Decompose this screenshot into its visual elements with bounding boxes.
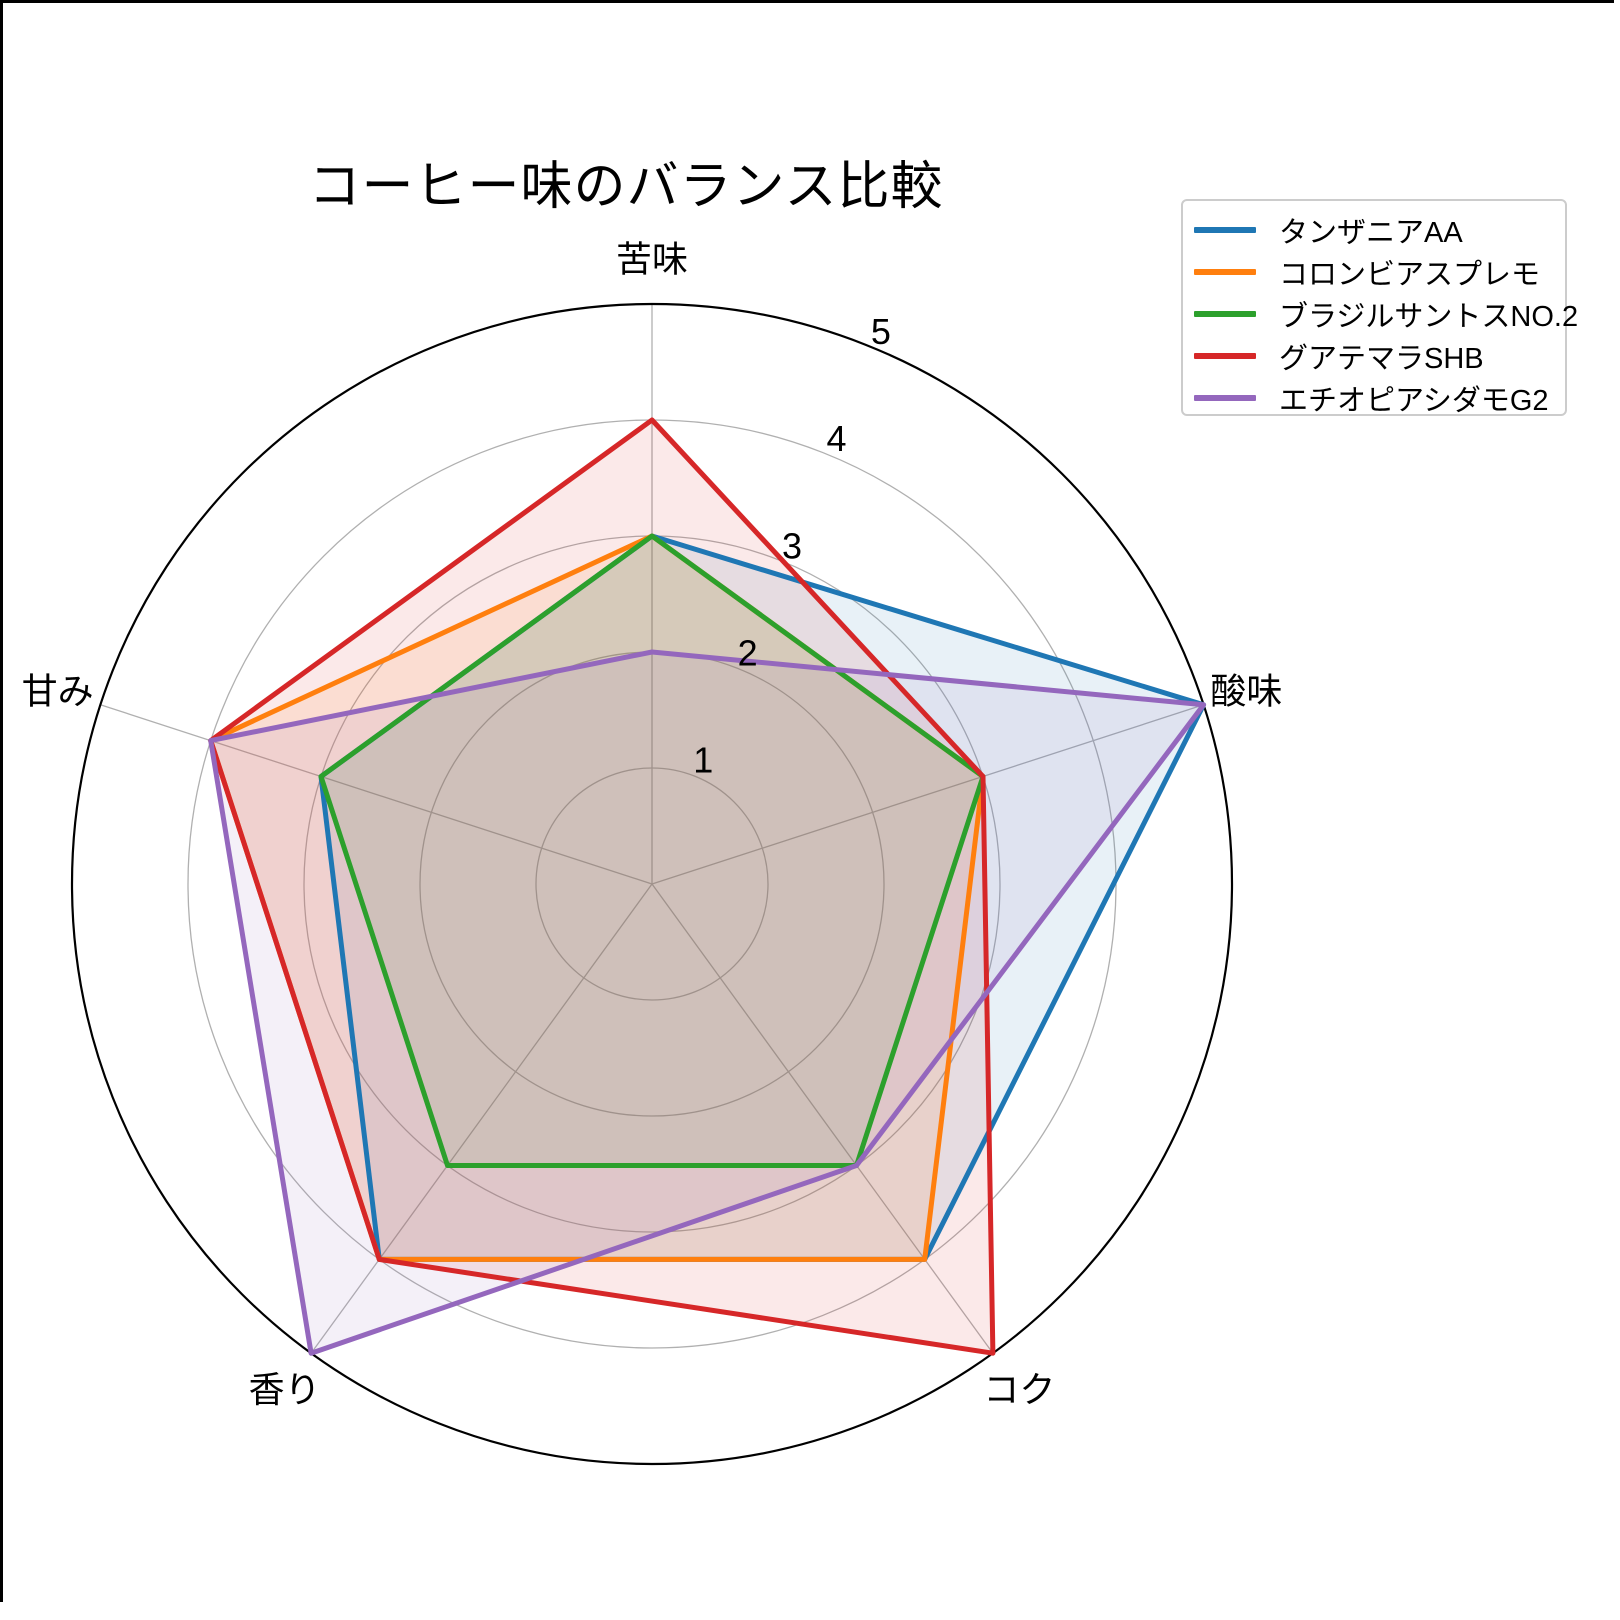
radial-tick-label: 4 [826,418,846,459]
axis-label-0: 苦味 [616,239,688,280]
radar-spoke [651,883,994,1354]
legend-label-4: エチオピアシダモG2 [1279,385,1549,417]
legend-swatch-4 [1194,395,1256,401]
frame-border-left [0,0,3,1602]
legend-swatch-3 [1194,353,1256,359]
legend-label-1: コロンビアスプレモ [1279,259,1541,291]
radar-line-series-4 [208,649,1207,1356]
chart-title: コーヒー味のバランス比較 [308,158,944,216]
axis-label-2: コク [983,1369,1055,1410]
radar-spoke [310,883,653,1354]
legend-item-3: グアテマラSHB [1187,335,1561,377]
legend-swatch-1 [1194,269,1256,275]
legend-label-2: ブラジルサントスNO.2 [1279,301,1579,333]
radial-tick-label: 3 [782,525,802,566]
axis-label-4: 甘み [22,670,94,711]
radar-fill-series-3 [210,420,993,1354]
legend: タンザニアAA コロンビアスプレモブラジルサントスNO.2 グアテマラSHB エチオピ… [1181,199,1578,419]
radial-tick-label: 5 [871,311,891,352]
axis-label-3: 香り [249,1369,321,1410]
radar-fill-series-2 [321,536,983,1166]
axis-label-1: 酸味 [1210,670,1282,711]
radar-outer-ring [70,302,1234,1466]
radar-fill-series-0 [321,536,1204,1260]
frame-border-top [0,0,1614,3]
legend-label-0: タンザニアAA [1279,217,1463,249]
legend-label-3: グアテマラSHB [1279,343,1484,375]
legend-item-1: コロンビアスプレモ [1187,251,1561,293]
radial-tick-label: 2 [738,633,758,674]
radar-spoke [100,704,653,885]
legend-swatch-2 [1194,311,1256,317]
radar-spoke [651,704,1204,885]
legend-item-2: ブラジルサントスNO.2 [1187,293,1578,335]
legend-item-0: タンザニアAA [1187,209,1561,251]
legend-item-4: エチオピアシダモG2 [1187,377,1561,419]
radar-fill-series-4 [210,652,1204,1354]
radial-tick-label: 1 [693,740,713,781]
radar-line-series-3 [208,417,996,1356]
radar-line-series-2 [318,533,986,1168]
legend-swatch-0 [1194,227,1256,233]
